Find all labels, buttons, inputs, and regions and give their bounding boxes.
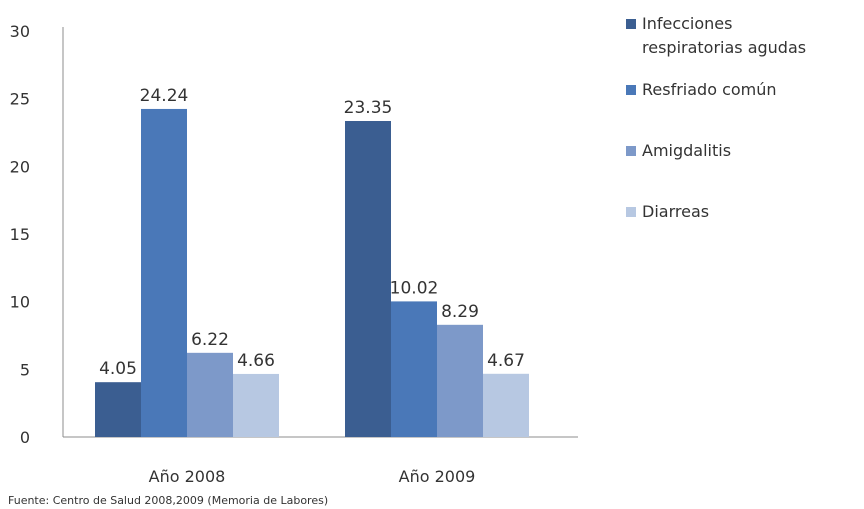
bar: [95, 382, 141, 437]
bar: [141, 108, 187, 438]
y-tick-label: 25: [10, 90, 30, 109]
data-label: 23.35: [344, 98, 393, 118]
bars: [95, 108, 529, 438]
bar: [233, 373, 279, 437]
legend: Infecciones respiratorias agudas Resfriado…: [626, 14, 806, 221]
legend-swatch: [626, 19, 636, 29]
bar: [391, 301, 437, 437]
data-label: 4.05: [99, 359, 137, 379]
y-tick-label: 30: [10, 22, 30, 41]
bar: [483, 373, 529, 437]
y-tick-label: 15: [10, 225, 30, 244]
y-axis: 0 5 10 15 20 25 30: [10, 22, 64, 447]
bar: [345, 120, 391, 437]
bar: [187, 352, 233, 437]
data-label: 24.24: [140, 86, 189, 106]
x-tick-label: Año 2008: [149, 467, 226, 486]
x-tick-label: Año 2009: [399, 467, 476, 486]
legend-swatch: [626, 207, 636, 217]
data-label: 6.22: [191, 330, 229, 350]
legend-label: Amigdalitis: [642, 141, 731, 160]
legend-label: Diarreas: [642, 202, 709, 221]
data-label: 8.29: [441, 302, 479, 322]
y-tick-label: 10: [10, 293, 30, 312]
data-label: 4.67: [487, 351, 525, 371]
legend-label: Resfriado común: [642, 80, 777, 99]
legend-label: respiratorias agudas: [642, 38, 806, 57]
data-label: 4.66: [237, 351, 275, 371]
y-tick-label: 0: [20, 428, 30, 447]
data-label: 10.02: [390, 278, 439, 298]
y-tick-label: 20: [10, 157, 30, 176]
y-tick-label: 5: [20, 360, 30, 379]
legend-label: Infecciones: [642, 14, 732, 33]
legend-swatch: [626, 146, 636, 156]
data-labels: 4.05 23.35 24.24 10.02 6.22 8.29 4.66 4.67: [99, 86, 525, 379]
legend-swatch: [626, 85, 636, 95]
bar: [437, 324, 483, 437]
x-axis: Año 2008 Año 2009: [63, 436, 578, 486]
source-note: Fuente: Centro de Salud 2008,2009 (Memor…: [8, 494, 328, 507]
